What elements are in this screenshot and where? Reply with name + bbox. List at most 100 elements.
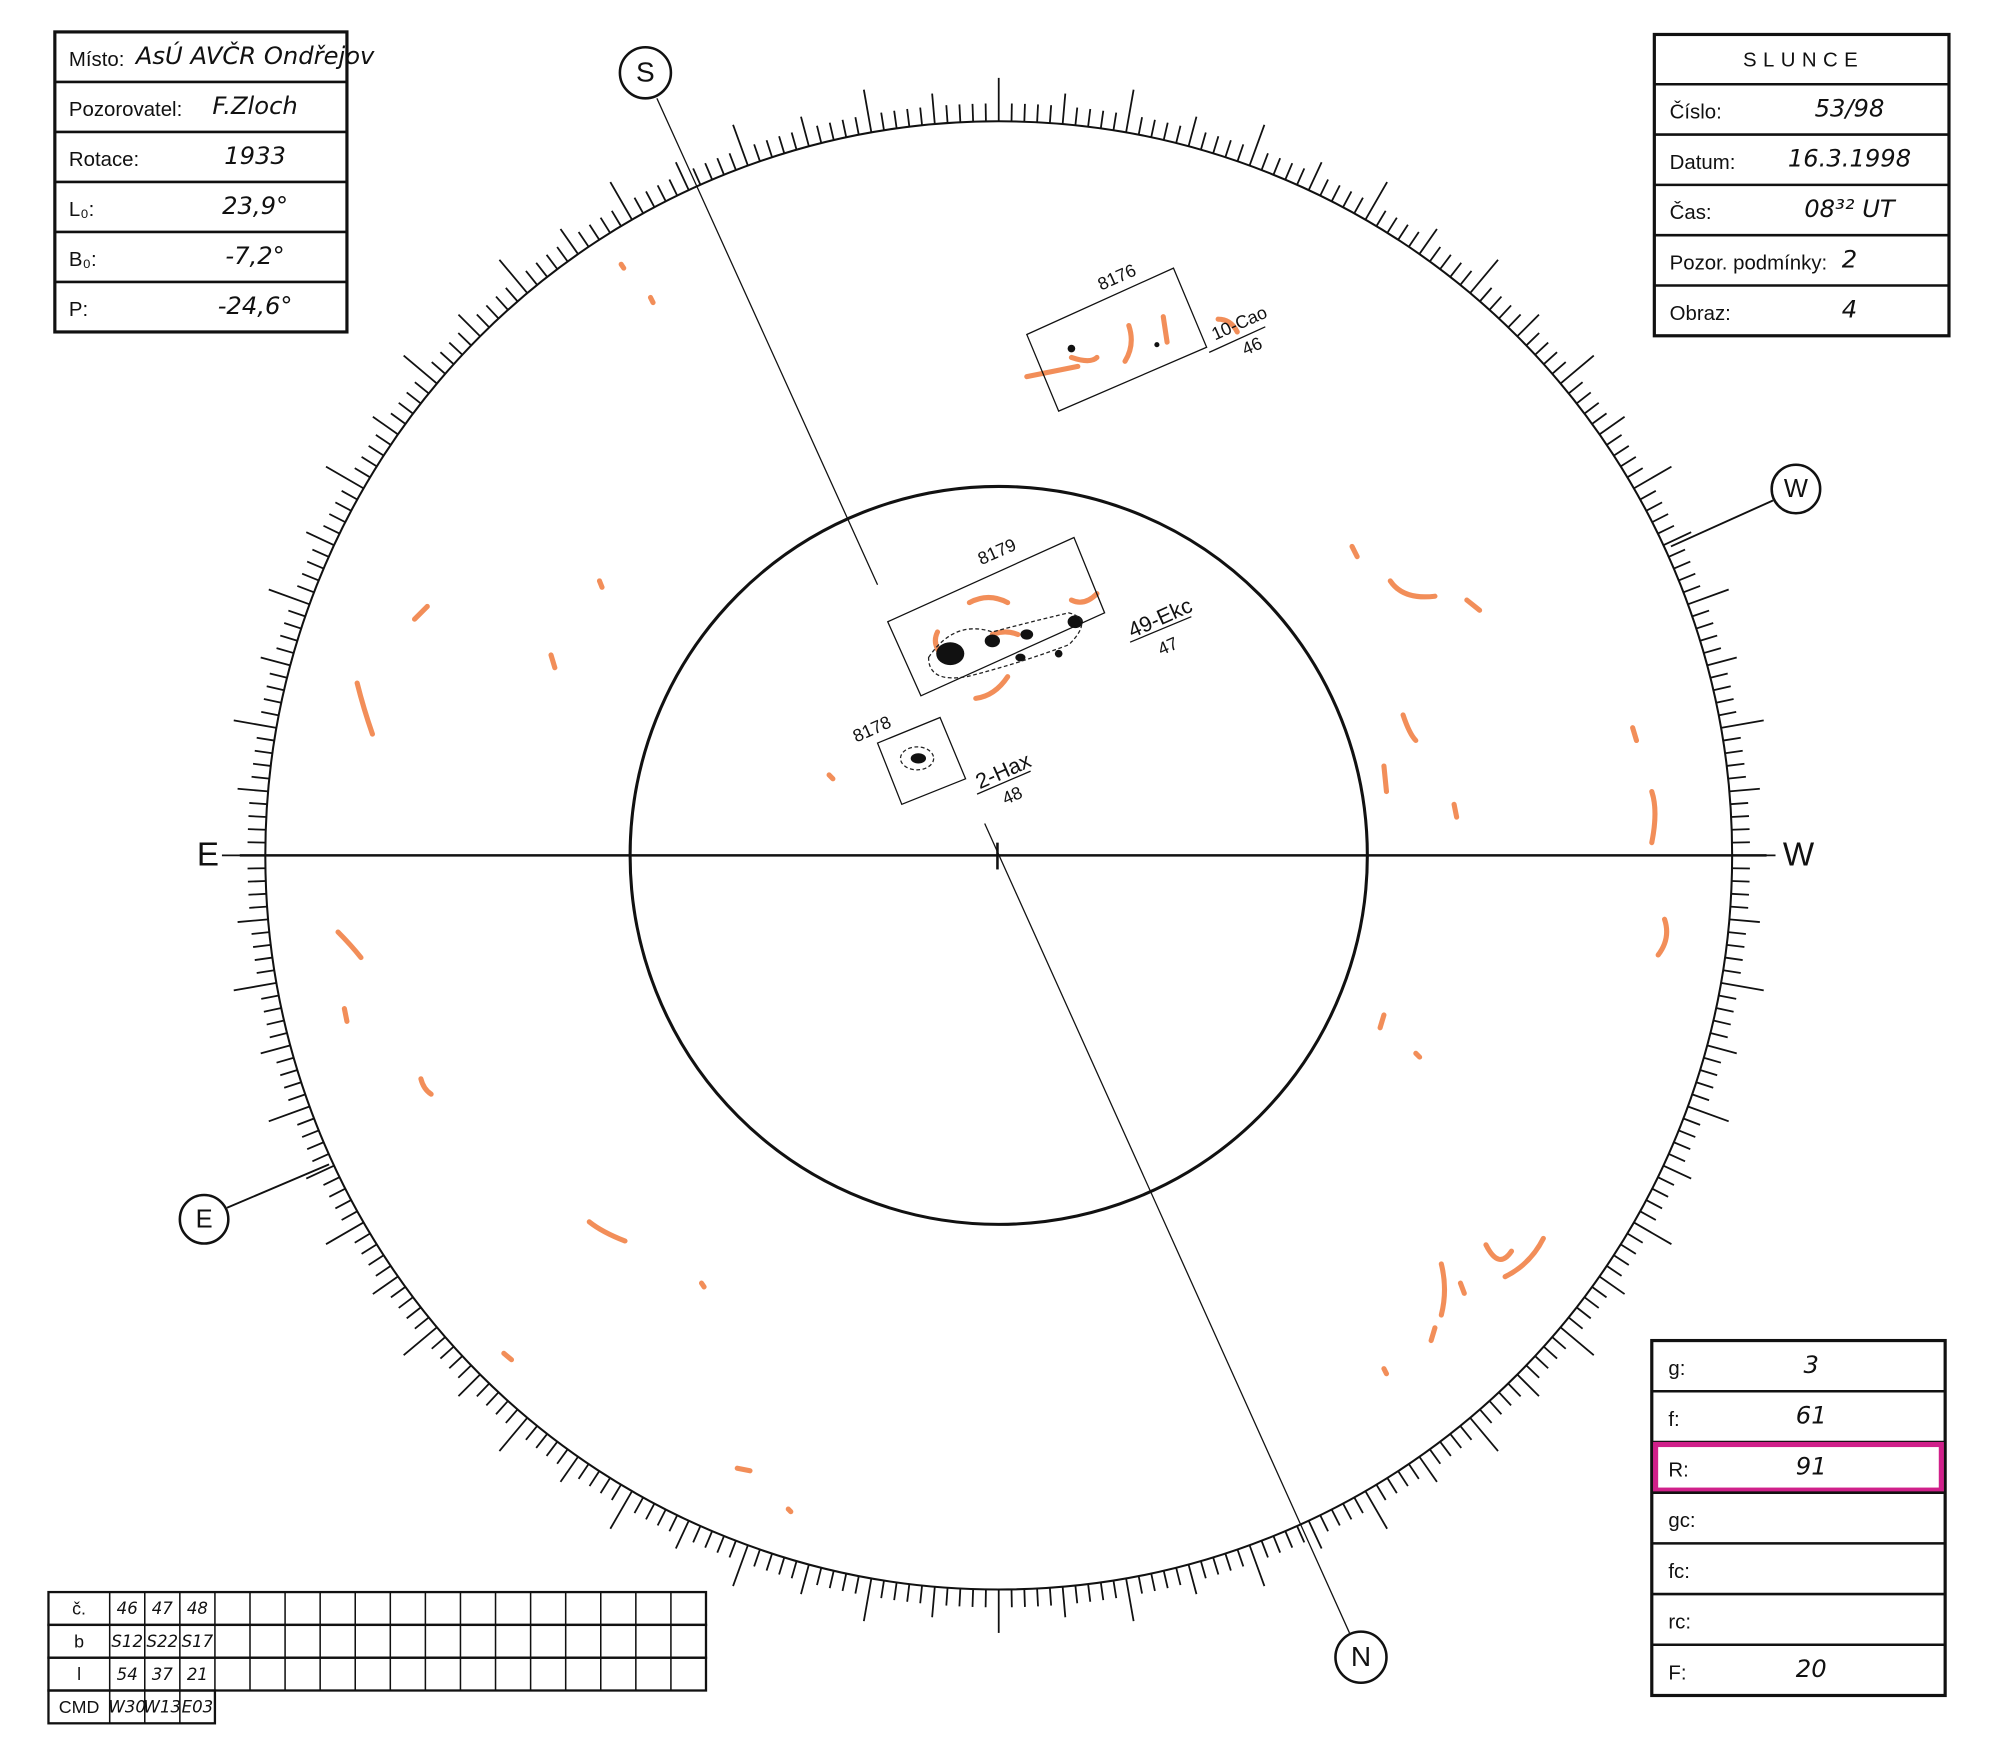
tick [256, 969, 275, 974]
label-rule [976, 770, 1031, 795]
w-pointer [1670, 499, 1774, 548]
tick [880, 1580, 885, 1599]
tick [288, 1093, 306, 1102]
tick [280, 634, 298, 642]
field-value: 61 [1796, 1401, 1827, 1430]
tick [931, 1586, 936, 1618]
field-label: B₀: [69, 249, 97, 271]
tick [1620, 1243, 1637, 1255]
tick [1639, 490, 1657, 501]
tick [301, 1129, 320, 1138]
tick [1307, 161, 1323, 191]
tick [1469, 1417, 1499, 1452]
tick [498, 259, 528, 294]
tick [1706, 656, 1737, 667]
table-row [47, 1689, 217, 1725]
tick [233, 719, 277, 729]
tick [247, 880, 266, 883]
tick [334, 1199, 352, 1210]
tick [297, 1117, 315, 1126]
tick [269, 672, 288, 679]
tick [1375, 1484, 1387, 1501]
faculae [335, 261, 1670, 1515]
tick [403, 1326, 438, 1356]
tick [1212, 1557, 1220, 1575]
tick [1657, 524, 1675, 535]
tick [692, 168, 702, 186]
tick [1687, 1105, 1729, 1123]
tick [841, 1573, 848, 1592]
table-value: S12 [111, 1632, 143, 1651]
tick [1645, 501, 1663, 512]
tick [1449, 1433, 1462, 1449]
tick [1720, 982, 1764, 992]
tick [288, 609, 306, 618]
tick [765, 139, 773, 158]
field-label: g: [1668, 1358, 1685, 1380]
tick [341, 490, 358, 501]
tick [545, 254, 559, 270]
tick [1559, 354, 1595, 385]
tick [656, 184, 667, 202]
tick [1099, 110, 1105, 129]
tick [716, 157, 725, 176]
direction-label: N [1351, 1641, 1371, 1672]
tick [778, 136, 786, 154]
tick [1284, 162, 1294, 180]
tick [354, 467, 371, 479]
tick [1429, 1448, 1442, 1465]
tick [375, 434, 392, 446]
highlight [1653, 1441, 1944, 1493]
tick [1713, 1019, 1731, 1026]
tick [297, 585, 315, 594]
tick [361, 1243, 378, 1255]
tick [1236, 144, 1245, 162]
tick [249, 802, 268, 806]
tick [732, 124, 749, 166]
tick [1479, 1408, 1493, 1424]
label-circle [1334, 1630, 1388, 1684]
tick [525, 270, 538, 286]
tick [505, 287, 519, 302]
tick [372, 416, 399, 436]
tick [1551, 361, 1567, 375]
field-label: Čas: [1670, 201, 1712, 224]
tick [1449, 262, 1462, 278]
label-circle [618, 45, 673, 100]
table-value: 21 [187, 1665, 208, 1684]
tick [476, 313, 490, 328]
tick [1718, 711, 1737, 717]
field-label: Obraz: [1670, 303, 1731, 325]
tick [1726, 762, 1745, 767]
field-label: R: [1668, 1460, 1688, 1482]
field-label: Rotace: [69, 149, 139, 171]
tick [1598, 1275, 1626, 1295]
tick [1687, 588, 1729, 606]
tick [1200, 1560, 1207, 1579]
tick [341, 1210, 358, 1221]
tick [1459, 1425, 1473, 1441]
tick [390, 1286, 406, 1299]
tick [1061, 1586, 1067, 1618]
field-value: 91 [1796, 1451, 1827, 1480]
tick [958, 104, 962, 123]
direction-label: W [1783, 836, 1815, 873]
field-value: 23,9° [222, 191, 288, 220]
field-value: 4 [1842, 295, 1857, 324]
table-label: CMD [59, 1697, 100, 1717]
direction-label: W [1784, 475, 1808, 503]
axis-line [984, 823, 1351, 1634]
tick [269, 1032, 288, 1039]
tick [403, 354, 438, 385]
tick [862, 1578, 873, 1622]
tick [1678, 572, 1696, 582]
tick [248, 815, 267, 818]
tick [1296, 168, 1306, 186]
tick [1683, 1117, 1701, 1126]
tick [525, 1425, 538, 1441]
tick [1224, 139, 1232, 158]
tick [372, 1275, 399, 1295]
tick [1699, 1069, 1718, 1077]
limb-ticks [221, 77, 1776, 1633]
